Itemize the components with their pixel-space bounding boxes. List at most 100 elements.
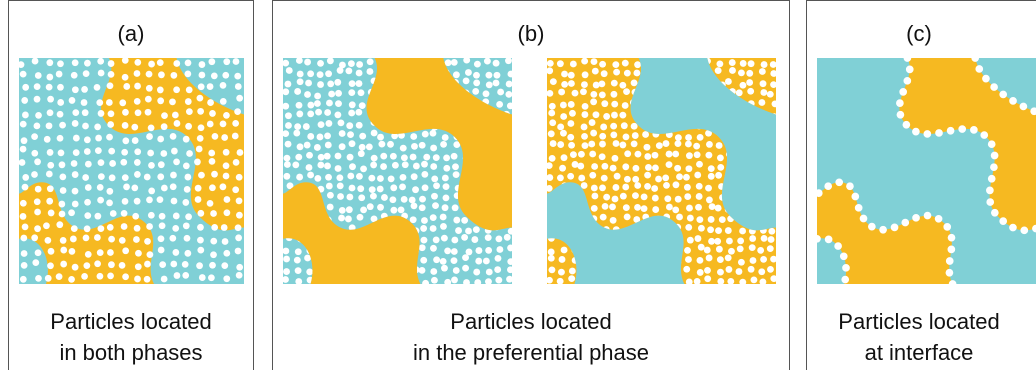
particle (433, 236, 440, 243)
particle (56, 221, 63, 228)
particle (357, 185, 364, 192)
particle (451, 237, 458, 244)
particle (98, 225, 105, 232)
particle (98, 159, 105, 166)
particle (557, 174, 564, 181)
particle (548, 249, 555, 256)
particle (157, 59, 164, 66)
particle (119, 237, 126, 244)
panel-label: (b) (273, 21, 789, 47)
particle (134, 171, 141, 178)
particle (360, 165, 367, 172)
particle (223, 173, 230, 180)
particle (21, 262, 28, 269)
particle (317, 81, 324, 88)
particle (644, 183, 651, 190)
particle (748, 266, 755, 273)
particle (612, 61, 619, 68)
particle (199, 274, 206, 281)
particle (561, 81, 568, 88)
particle (371, 130, 378, 137)
particle (380, 163, 387, 170)
particle (220, 82, 227, 89)
particle (664, 195, 671, 202)
particle (144, 276, 151, 283)
particle (146, 196, 153, 203)
particle (705, 152, 712, 159)
particle (69, 248, 76, 255)
particle (236, 174, 243, 181)
particle (356, 80, 363, 87)
particle (548, 130, 555, 137)
particle (675, 196, 682, 203)
panel-label: (a) (9, 21, 253, 47)
particle (610, 91, 617, 98)
particle (31, 234, 38, 241)
particle (694, 172, 701, 179)
particle (158, 161, 165, 168)
particle (610, 123, 617, 130)
caption: in both phases (9, 338, 253, 368)
particle (325, 70, 332, 77)
particle (591, 185, 598, 192)
particle (548, 110, 555, 117)
particle (119, 99, 126, 106)
particle (591, 58, 598, 65)
particle (568, 142, 575, 149)
particle (35, 112, 42, 119)
particle (483, 258, 490, 265)
particle (21, 97, 28, 104)
particle (35, 275, 42, 282)
particle (601, 100, 608, 107)
particle (471, 236, 478, 243)
particle (496, 246, 503, 253)
particle (294, 123, 301, 130)
particle (349, 185, 356, 192)
particle (122, 174, 129, 181)
particle (599, 141, 606, 148)
particle (441, 235, 448, 242)
particle (106, 99, 113, 106)
particle (577, 163, 584, 170)
particle (235, 234, 242, 241)
particle (495, 255, 502, 262)
particle (411, 173, 418, 180)
particle (494, 266, 501, 273)
particle (131, 124, 138, 131)
particle (146, 85, 153, 92)
panel-c: (c) Particles located at interface (806, 0, 1036, 370)
particle (591, 193, 598, 200)
particle (346, 122, 353, 129)
particle (634, 61, 641, 68)
particle (686, 152, 693, 159)
particle (581, 111, 588, 118)
particle (346, 194, 353, 201)
particle (612, 155, 619, 162)
particle (708, 165, 715, 172)
particle (122, 273, 129, 280)
particle (398, 206, 405, 213)
particle (355, 109, 362, 116)
particle (635, 151, 642, 158)
particle (135, 263, 142, 270)
particle (451, 277, 458, 284)
particle (197, 95, 204, 102)
particle (390, 207, 397, 214)
particle (95, 135, 102, 142)
particle (324, 153, 331, 160)
particle (746, 79, 753, 86)
page: (a) Particles located in both phases (b)… (0, 0, 1036, 370)
particle (614, 173, 621, 180)
particle (697, 257, 704, 264)
particle (432, 202, 439, 209)
particle (704, 247, 711, 254)
particle (624, 70, 631, 77)
particle (611, 101, 618, 108)
particle (233, 159, 240, 166)
particle (31, 133, 38, 140)
particle (370, 193, 377, 200)
particle (377, 134, 384, 141)
particle (473, 80, 480, 87)
particle (47, 185, 54, 192)
particle (601, 175, 608, 182)
